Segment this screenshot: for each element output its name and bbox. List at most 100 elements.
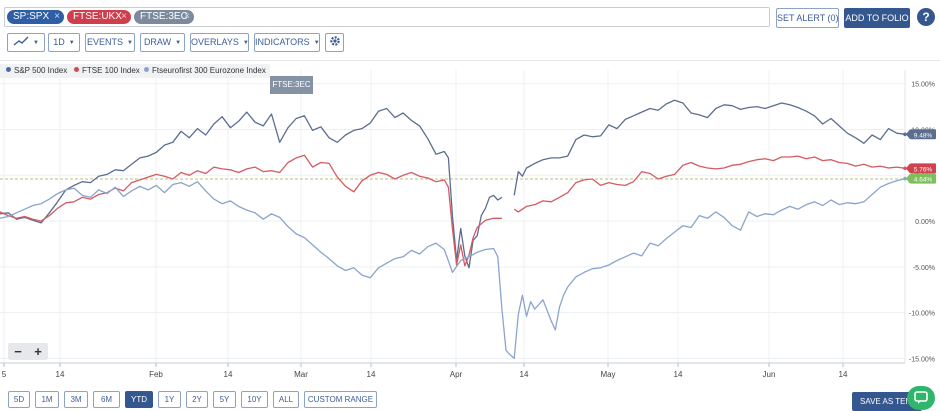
series-layer (0, 99, 906, 360)
last-value-badge: 9.48% (903, 129, 936, 140)
badge-pointer (906, 129, 910, 140)
legend-label: S&P 500 Index (14, 66, 68, 75)
series-line-3ec (0, 177, 906, 360)
symbol-bar: SP:SPX × FTSE:UKX × FTSE:3EC × SET ALERT… (0, 0, 940, 34)
settings-button[interactable] (325, 33, 344, 52)
chart-legend: S&P 500 Index FTSE 100 Index Ftseurofirs… (0, 64, 270, 78)
range-all-button[interactable]: ALL (273, 391, 299, 408)
badge-pointer (906, 173, 910, 184)
series-line-spx (0, 99, 906, 269)
remove-chip-icon[interactable]: × (54, 11, 60, 22)
indicators-dropdown[interactable]: INDICATORS ▼ (254, 33, 320, 52)
alert-count: (0) (827, 13, 839, 23)
range-6m-button[interactable]: 6M (93, 391, 120, 408)
range-custom-button[interactable]: CUSTOM RANGE (304, 391, 377, 408)
legend-item-ukx[interactable]: FTSE 100 Index (74, 64, 140, 78)
range-selector: 5D 1M 3M 6M YTD 1Y 2Y 5Y 10Y ALL CUSTOM … (0, 390, 940, 411)
badge-background (910, 129, 936, 140)
symbol-input-box[interactable]: SP:SPX × FTSE:UKX × FTSE:3EC × (4, 7, 770, 27)
interval-dropdown[interactable]: 1D ▼ (48, 33, 80, 52)
set-alert-label: SET ALERT (777, 13, 826, 23)
overlays-dropdown[interactable]: OVERLAYS ▼ (190, 33, 249, 52)
x-tick-label: 14 (224, 370, 233, 379)
symbol-chip-3ec[interactable]: FTSE:3EC × (134, 10, 194, 24)
y-tick-label: -10.00% (909, 311, 935, 318)
legend-dot (144, 67, 149, 72)
range-10y-button[interactable]: 10Y (241, 391, 268, 408)
chevron-down-icon: ▼ (127, 40, 133, 46)
range-3m-button[interactable]: 3M (64, 391, 88, 408)
chevron-down-icon: ▼ (175, 40, 182, 46)
comparison-chart[interactable]: 15.00%10.00%5.00%0.00%-5.00%-10.00%-15.0… (0, 60, 940, 390)
last-value-badge: 4.64% (903, 173, 936, 184)
last-point-marker (903, 176, 907, 181)
chevron-down-icon: ▼ (33, 40, 39, 46)
gear-icon (329, 36, 340, 46)
zoom-in-button[interactable]: + (34, 344, 42, 359)
x-tick-label: 14 (520, 370, 529, 379)
overlays-label: OVERLAYS (191, 37, 239, 47)
range-2y-button[interactable]: 2Y (186, 391, 208, 408)
add-to-folio-button[interactable]: ADD TO FOLIO (844, 8, 910, 28)
series-segment (0, 154, 502, 267)
legend-dot (74, 67, 79, 72)
chart-type-dropdown[interactable]: ▼ (7, 33, 45, 52)
chart-toolbar: ▼ 1D ▼ EVENTS ▼ DRAW ▼ OVERLAYS ▼ INDICATORS… (0, 33, 940, 55)
help-icon[interactable]: ? (917, 8, 935, 26)
badge-background (910, 173, 936, 184)
legend-item-3ec[interactable]: Ftseurofirst 300 Eurozone Index (144, 64, 266, 78)
hover-series-label: FTSE:3EC (270, 76, 313, 94)
x-tick-label: 14 (839, 370, 848, 379)
range-1m-button[interactable]: 1M (35, 391, 59, 408)
chevron-down-icon: ▼ (68, 40, 75, 46)
x-tick-label: Jun (763, 370, 776, 379)
draw-label: DRAW (143, 37, 172, 47)
symbol-chip-label: SP:SPX (13, 11, 50, 22)
x-tick-label: Mar (294, 370, 308, 379)
remove-chip-icon[interactable]: × (121, 11, 127, 22)
range-1y-button[interactable]: 1Y (158, 391, 181, 408)
last-value-labels: 9.48% 5.76% 4.64% (903, 129, 936, 184)
chat-button[interactable] (907, 386, 935, 410)
legend-item-spx[interactable]: S&P 500 Index (6, 64, 67, 78)
legend-label: Ftseurofirst 300 Eurozone Index (152, 66, 266, 75)
x-tick-label: 14 (367, 370, 376, 379)
events-dropdown[interactable]: EVENTS ▼ (85, 33, 135, 52)
symbol-chip-label: FTSE:3EC (140, 11, 188, 22)
y-axis: 15.00%10.00%5.00%0.00%-5.00%-10.00%-15.0… (904, 70, 935, 363)
zoom-out-button[interactable]: − (14, 344, 22, 359)
symbol-chip-spx[interactable]: SP:SPX × (7, 10, 64, 24)
badge-label: 9.48% (914, 132, 933, 139)
last-point-marker (903, 166, 907, 171)
series-segment (513, 99, 906, 196)
chevron-down-icon: ▼ (242, 40, 249, 46)
zoom-controls: − + (8, 343, 48, 360)
symbol-chip-ukx[interactable]: FTSE:UKX × (67, 10, 131, 24)
symbol-chip-label: FTSE:UKX (73, 11, 122, 22)
set-alert-button[interactable]: SET ALERT (0) (776, 8, 839, 28)
badge-label: 5.76% (914, 166, 933, 173)
range-5d-button[interactable]: 5D (8, 391, 30, 408)
series-segment (513, 155, 906, 213)
legend-dot (6, 67, 11, 72)
x-tick-label: 5 (2, 370, 7, 379)
series-line-ukx (0, 154, 906, 267)
interval-label: 1D (53, 37, 65, 47)
chart-grid (0, 60, 940, 363)
x-tick-label: May (600, 370, 615, 379)
range-ytd-button[interactable]: YTD (125, 391, 153, 408)
legend-label: FTSE 100 Index (82, 66, 140, 75)
x-tick-label: Apr (450, 370, 463, 379)
last-value-badge: 5.76% (903, 163, 936, 174)
last-point-marker (903, 132, 907, 137)
draw-dropdown[interactable]: DRAW ▼ (140, 33, 185, 52)
y-tick-label: 15.00% (911, 82, 935, 89)
badge-pointer (906, 163, 910, 174)
x-tick-label: Feb (149, 370, 163, 379)
y-tick-label: -5.00% (913, 265, 935, 272)
series-segment (0, 107, 503, 269)
remove-chip-icon[interactable]: × (184, 11, 190, 22)
save-as-template-button[interactable]: SAVE AS TEMP (852, 392, 922, 411)
y-tick-label: -15.00% (909, 356, 935, 363)
range-5y-button[interactable]: 5Y (213, 391, 236, 408)
